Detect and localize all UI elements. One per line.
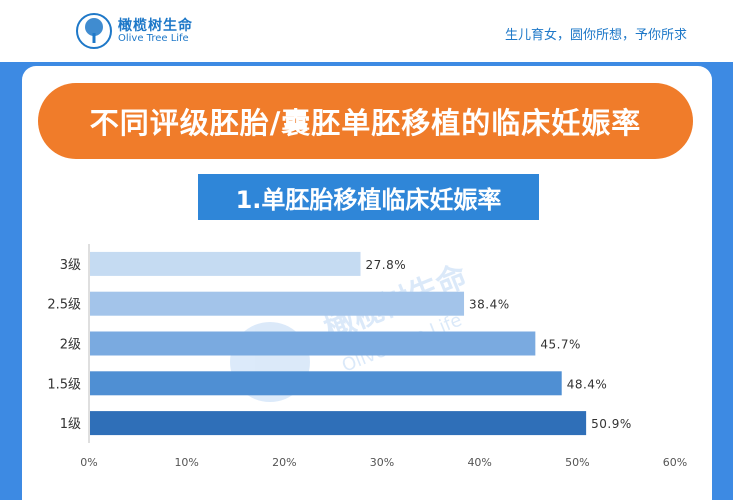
data-label: 50.9% [591,417,632,431]
main-title: 不同评级胚胎/囊胚单胚移植的临床妊娠率 [38,83,693,159]
olive-tree-logo-icon [76,13,112,49]
bar-2 [90,291,465,316]
category-label: 1.5级 [47,377,81,392]
brand-english-name: Olive Tree Life [118,33,189,44]
x-tick-label: 10% [174,456,198,469]
data-label: 38.4% [469,298,510,312]
category-label: 1级 [60,417,81,432]
bar-1 [90,251,361,276]
data-label: 48.4% [567,377,608,391]
chart-subtitle: 1.单胚胎移植临床妊娠率 [198,174,539,220]
category-label: 2.5级 [47,298,81,313]
slogan: 生儿育女，圆你所想，予你所求 [504,28,687,43]
brand-name: 橄榄树生命 [118,18,193,34]
x-tick-label: 60% [663,456,687,469]
header-bar: 橄榄树生命 Olive Tree Life 生儿育女，圆你所想，予你所求 [0,0,733,62]
x-tick-label: 50% [565,456,589,469]
category-label: 2级 [60,338,81,353]
bar-3 [90,331,536,356]
x-tick-label: 20% [272,456,296,469]
category-label: 3级 [60,258,81,273]
data-label: 45.7% [540,338,581,352]
bar-4 [90,371,562,396]
x-tick-label: 0% [80,456,97,469]
data-label: 27.8% [366,258,407,272]
bar-5 [90,411,587,436]
x-tick-label: 40% [467,456,491,469]
x-tick-label: 30% [370,456,394,469]
